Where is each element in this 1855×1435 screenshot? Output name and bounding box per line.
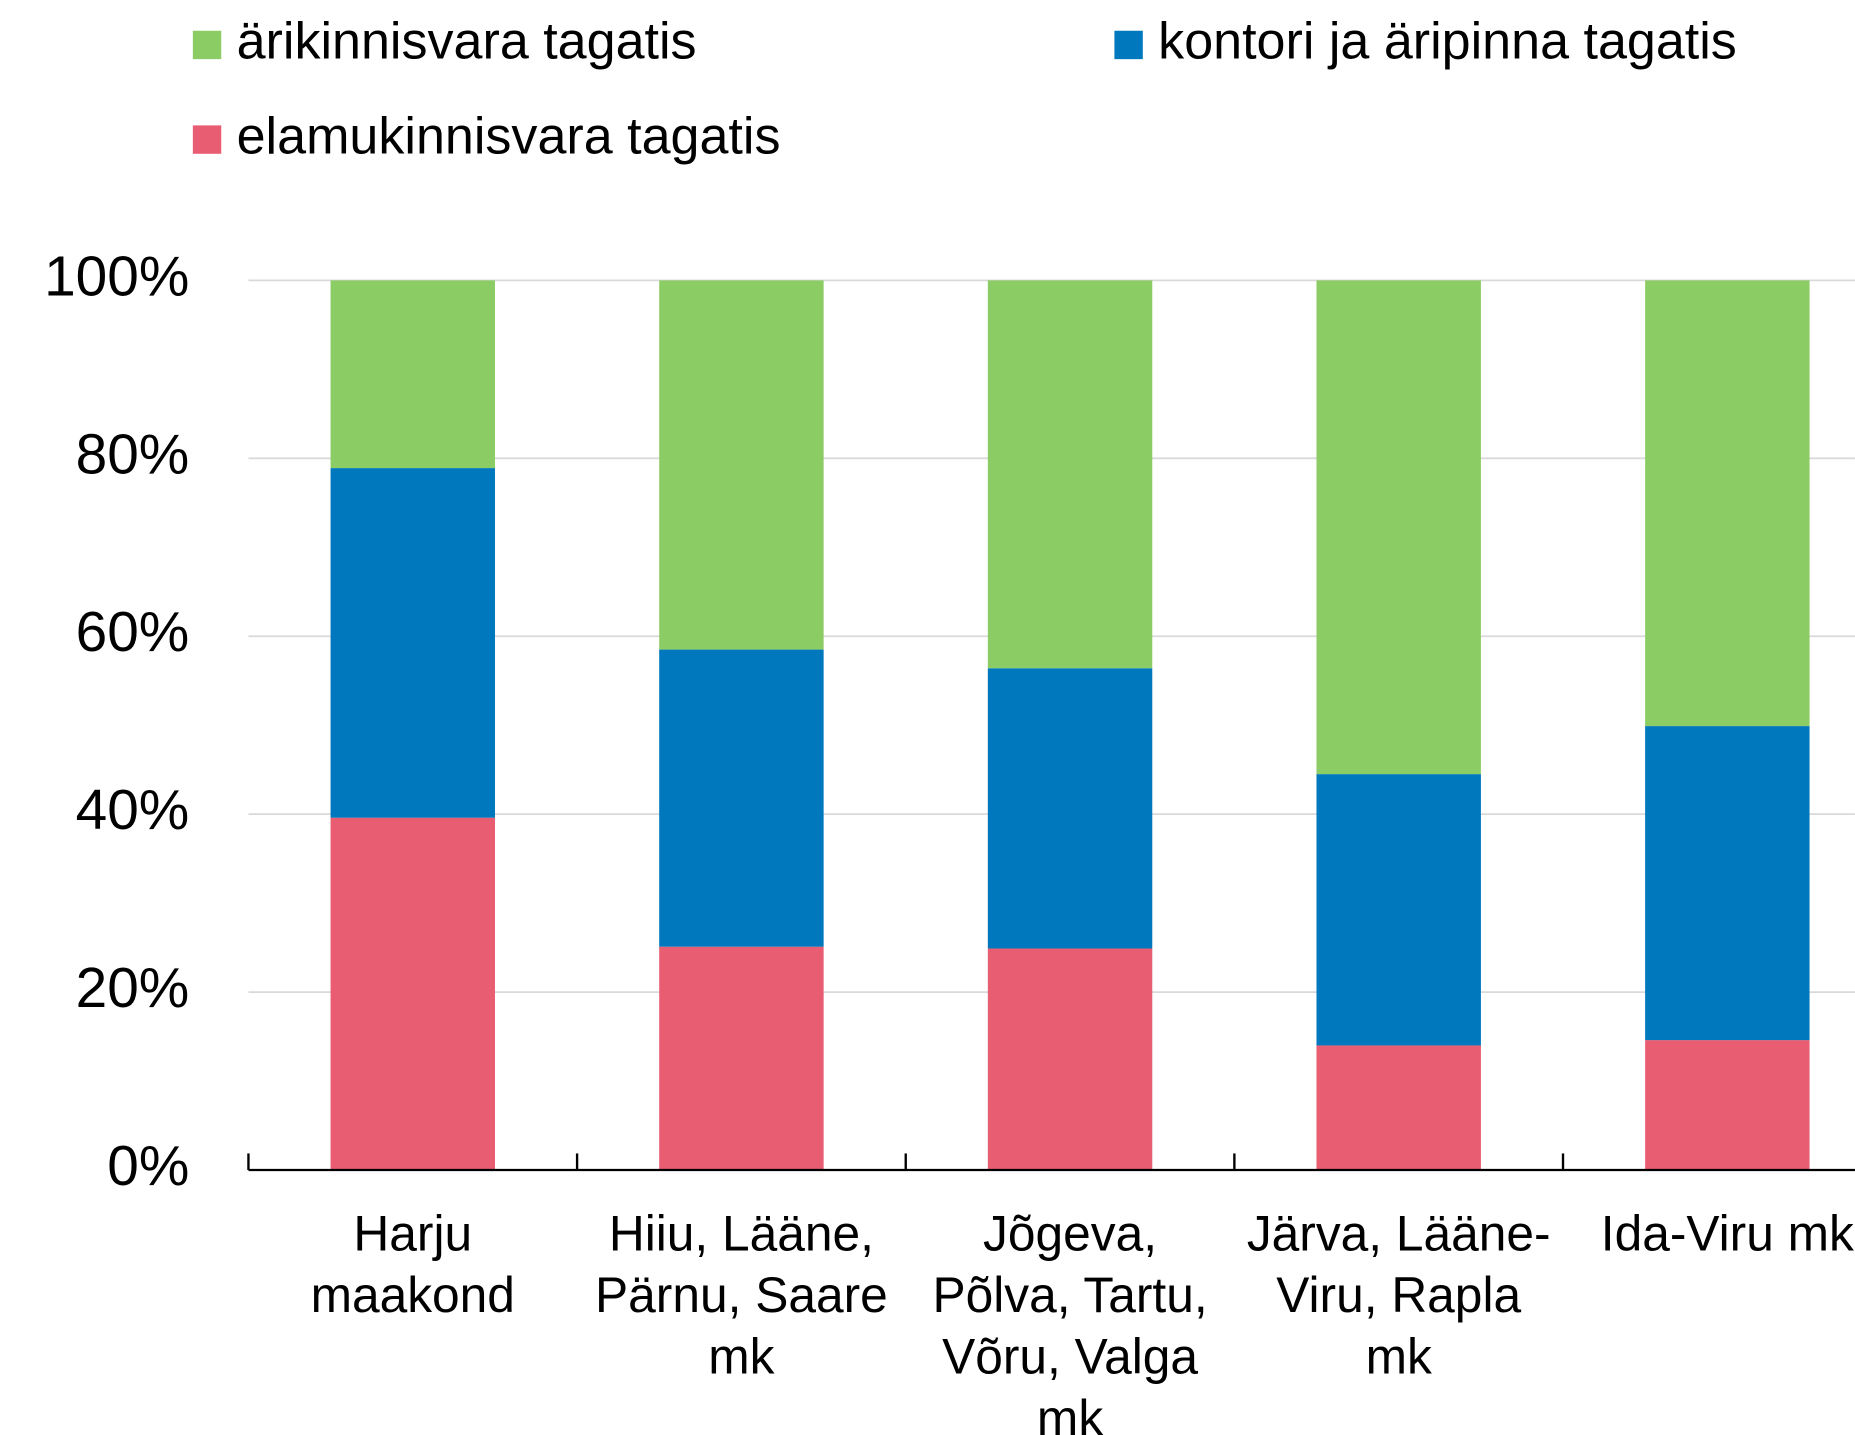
bar-segment (330, 468, 495, 818)
x-tick-label: Hiiu, Lääne, Pärnu, Saare mk (595, 1205, 888, 1384)
x-tick-label: Järva, Lääne-Viru, Rapla mk (1247, 1205, 1551, 1384)
bar-segment (659, 946, 824, 1171)
bar-segment (330, 817, 495, 1171)
bar-segment (1645, 1040, 1810, 1171)
bar-segment (987, 280, 1153, 669)
legend-swatch (192, 125, 222, 154)
bar-segment (987, 948, 1153, 1171)
bar-segment (659, 280, 824, 650)
y-tick-label: 60% (76, 601, 190, 664)
legend-label: elamukinnisvara tagatis (237, 107, 781, 165)
bar-segment (659, 649, 824, 947)
bar-segment (1316, 280, 1481, 775)
legend-swatch (192, 30, 222, 60)
x-tick-label: Jõgeva, Põlva, Tartu, Võru, Valga mk (932, 1205, 1207, 1435)
bar-segment (1645, 726, 1810, 1041)
bar-segment (330, 280, 495, 469)
legend-label: ärikinnisvara tagatis (237, 13, 697, 71)
x-tick-label: Harju maakond (311, 1205, 515, 1323)
legend-label: kontori ja äripinna tagatis (1158, 13, 1737, 71)
legend-swatch (1114, 30, 1143, 60)
y-tick-label: 40% (76, 779, 190, 842)
bar-segment (1316, 774, 1481, 1046)
y-tick-label: 20% (76, 957, 190, 1020)
y-tick-label: 80% (76, 423, 190, 486)
bar-segment (1645, 280, 1810, 727)
y-tick-label: 100% (44, 245, 189, 308)
x-tick-label: Ida-Viru mk (1601, 1205, 1854, 1261)
bar-segment (987, 668, 1153, 949)
bar-segment (1316, 1045, 1481, 1171)
y-tick-label: 0% (107, 1135, 189, 1198)
